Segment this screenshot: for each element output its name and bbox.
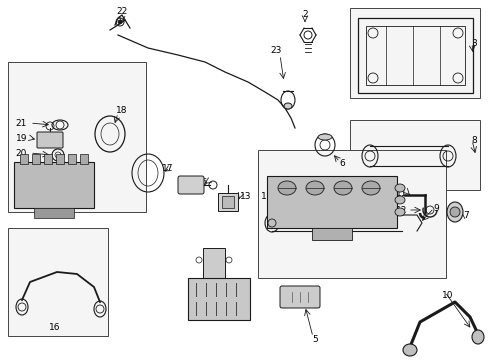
FancyBboxPatch shape xyxy=(178,176,203,194)
Text: 13: 13 xyxy=(240,192,251,201)
Text: 21: 21 xyxy=(16,118,27,127)
Circle shape xyxy=(225,257,231,263)
Text: 3: 3 xyxy=(470,39,476,48)
Text: 6: 6 xyxy=(339,158,344,167)
Bar xyxy=(56,154,64,164)
Circle shape xyxy=(118,20,122,24)
Ellipse shape xyxy=(278,181,295,195)
Text: 16: 16 xyxy=(49,324,61,333)
Bar xyxy=(266,176,396,228)
Bar xyxy=(20,154,28,164)
Ellipse shape xyxy=(394,196,404,204)
Polygon shape xyxy=(195,248,232,298)
Text: 22: 22 xyxy=(116,6,127,15)
Text: 18: 18 xyxy=(116,105,127,114)
Text: 19: 19 xyxy=(16,134,27,143)
Text: 23: 23 xyxy=(270,45,281,54)
Bar xyxy=(14,162,94,208)
Ellipse shape xyxy=(284,103,291,109)
Ellipse shape xyxy=(471,330,483,344)
Bar xyxy=(187,278,249,320)
Text: 1: 1 xyxy=(261,192,266,201)
Bar xyxy=(80,154,88,164)
Circle shape xyxy=(196,257,202,263)
Bar xyxy=(258,150,445,278)
Text: 11: 11 xyxy=(395,189,406,198)
Bar xyxy=(8,62,146,212)
Circle shape xyxy=(449,207,459,217)
FancyBboxPatch shape xyxy=(37,132,63,148)
Text: 5: 5 xyxy=(311,336,317,345)
Text: 14: 14 xyxy=(212,261,223,270)
Text: 12: 12 xyxy=(395,206,406,215)
Ellipse shape xyxy=(446,202,462,222)
Ellipse shape xyxy=(361,181,379,195)
Bar xyxy=(44,154,52,164)
Bar xyxy=(311,228,351,240)
Bar xyxy=(8,228,108,336)
Text: 9: 9 xyxy=(432,203,438,212)
Text: 20: 20 xyxy=(16,149,27,158)
Bar xyxy=(349,8,479,98)
Text: 10: 10 xyxy=(441,292,453,301)
Ellipse shape xyxy=(317,134,331,140)
Bar xyxy=(357,18,472,93)
Text: 15: 15 xyxy=(196,177,207,186)
Text: 17: 17 xyxy=(161,163,173,172)
Text: 2: 2 xyxy=(302,9,307,18)
Ellipse shape xyxy=(333,181,351,195)
Text: 7: 7 xyxy=(462,211,468,220)
Bar xyxy=(34,208,74,218)
Bar xyxy=(222,196,234,208)
Ellipse shape xyxy=(402,344,416,356)
FancyBboxPatch shape xyxy=(280,286,319,308)
Text: 8: 8 xyxy=(470,135,476,144)
Bar xyxy=(365,26,464,85)
Bar xyxy=(349,120,479,190)
Ellipse shape xyxy=(394,184,404,192)
Bar xyxy=(32,154,40,164)
Bar xyxy=(218,193,238,211)
Ellipse shape xyxy=(305,181,324,195)
Ellipse shape xyxy=(394,208,404,216)
Text: 4: 4 xyxy=(210,314,215,323)
Bar xyxy=(68,154,76,164)
